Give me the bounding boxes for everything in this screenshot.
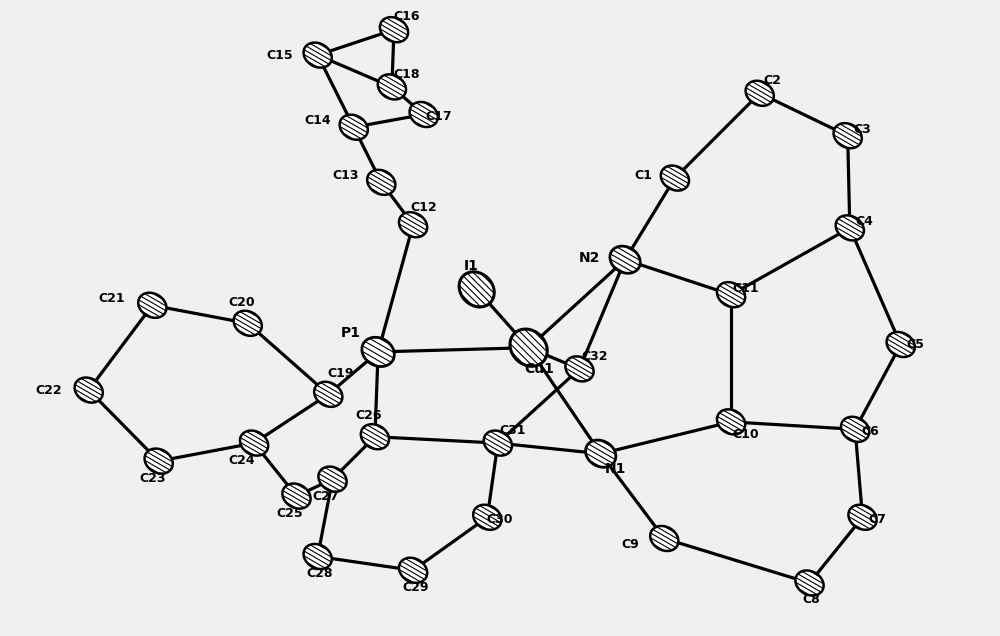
Ellipse shape xyxy=(473,505,501,530)
Ellipse shape xyxy=(459,272,494,307)
Text: C23: C23 xyxy=(139,471,166,485)
Text: C11: C11 xyxy=(733,282,759,295)
Ellipse shape xyxy=(361,424,389,449)
Ellipse shape xyxy=(834,123,862,148)
Text: C29: C29 xyxy=(402,581,428,594)
Ellipse shape xyxy=(746,81,774,106)
Text: C13: C13 xyxy=(332,169,358,183)
Ellipse shape xyxy=(510,329,547,366)
Text: C25: C25 xyxy=(277,506,303,520)
Ellipse shape xyxy=(378,74,406,99)
Text: C15: C15 xyxy=(266,48,293,62)
Ellipse shape xyxy=(661,165,689,191)
Text: C12: C12 xyxy=(410,201,437,214)
Text: C22: C22 xyxy=(35,384,62,397)
Text: C3: C3 xyxy=(854,123,871,136)
Ellipse shape xyxy=(138,293,166,318)
Ellipse shape xyxy=(318,467,347,492)
Text: C6: C6 xyxy=(861,425,879,438)
Ellipse shape xyxy=(650,526,678,551)
Text: N2: N2 xyxy=(578,251,600,265)
Text: C7: C7 xyxy=(868,513,886,526)
Text: C27: C27 xyxy=(313,490,339,502)
Text: C5: C5 xyxy=(907,338,924,351)
Ellipse shape xyxy=(340,114,368,140)
Ellipse shape xyxy=(836,216,864,240)
Ellipse shape xyxy=(234,311,262,336)
Text: C32: C32 xyxy=(581,350,608,363)
Text: C31: C31 xyxy=(499,424,526,437)
Ellipse shape xyxy=(380,17,408,42)
Ellipse shape xyxy=(362,337,394,366)
Text: C24: C24 xyxy=(228,453,255,467)
Text: C8: C8 xyxy=(803,593,821,607)
Text: C16: C16 xyxy=(393,10,420,24)
Ellipse shape xyxy=(145,448,173,474)
Ellipse shape xyxy=(887,332,915,357)
Ellipse shape xyxy=(717,282,745,307)
Text: C9: C9 xyxy=(622,538,639,551)
Ellipse shape xyxy=(795,570,824,595)
Ellipse shape xyxy=(586,440,616,467)
Ellipse shape xyxy=(565,356,594,382)
Text: C28: C28 xyxy=(307,567,333,580)
Ellipse shape xyxy=(410,102,438,127)
Ellipse shape xyxy=(304,544,332,569)
Text: C18: C18 xyxy=(393,67,420,81)
Ellipse shape xyxy=(399,558,427,583)
Ellipse shape xyxy=(717,410,745,434)
Ellipse shape xyxy=(304,43,332,67)
Text: C19: C19 xyxy=(328,366,354,380)
Text: C21: C21 xyxy=(99,293,125,305)
Text: C1: C1 xyxy=(634,169,652,183)
Ellipse shape xyxy=(399,212,427,237)
Ellipse shape xyxy=(75,378,103,403)
Text: C2: C2 xyxy=(763,74,781,87)
Text: Cu1: Cu1 xyxy=(524,362,554,376)
Ellipse shape xyxy=(367,170,395,195)
Ellipse shape xyxy=(484,431,512,455)
Text: I1: I1 xyxy=(464,259,479,273)
Text: C17: C17 xyxy=(425,110,452,123)
Ellipse shape xyxy=(610,246,640,273)
Text: C20: C20 xyxy=(228,296,255,308)
Text: P1: P1 xyxy=(341,326,361,340)
Text: C4: C4 xyxy=(856,215,874,228)
Text: N1: N1 xyxy=(605,462,626,476)
Text: C30: C30 xyxy=(487,513,513,526)
Text: C10: C10 xyxy=(733,428,759,441)
Ellipse shape xyxy=(282,483,311,509)
Text: C14: C14 xyxy=(304,114,331,127)
Text: C26: C26 xyxy=(355,409,382,422)
Ellipse shape xyxy=(314,382,342,407)
Ellipse shape xyxy=(848,505,877,530)
Ellipse shape xyxy=(240,431,268,455)
Ellipse shape xyxy=(841,417,869,442)
